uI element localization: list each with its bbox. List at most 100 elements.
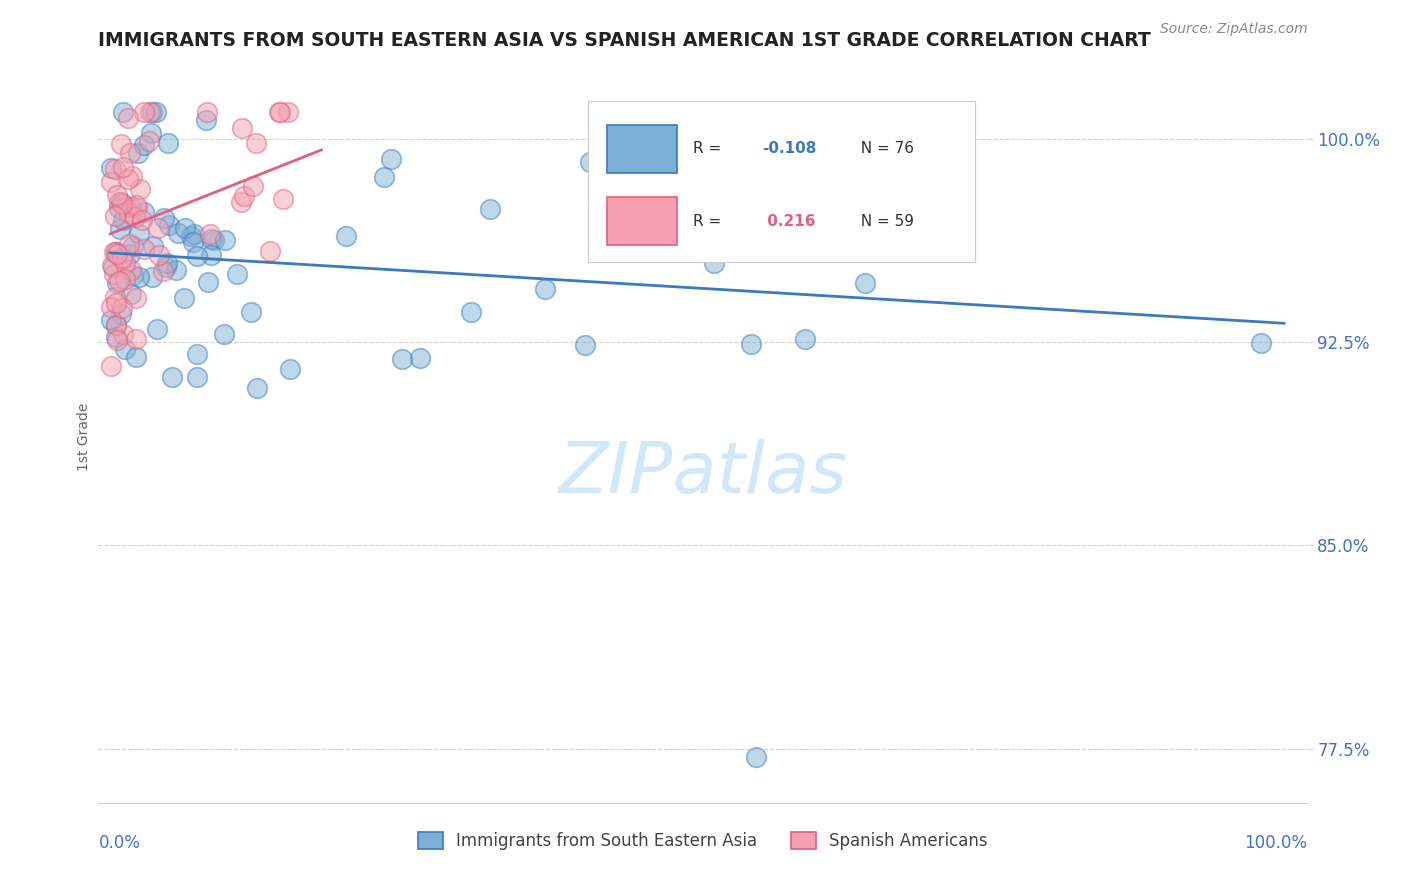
Point xyxy=(111,196,134,211)
Point xyxy=(110,307,132,321)
Point xyxy=(131,212,153,227)
Point xyxy=(114,200,136,214)
Point xyxy=(479,202,502,216)
Point xyxy=(391,351,413,366)
Point xyxy=(195,105,218,120)
Point xyxy=(197,275,219,289)
Point xyxy=(239,305,262,319)
Point xyxy=(104,290,127,304)
Point xyxy=(120,145,142,160)
Text: ZIPatlas: ZIPatlas xyxy=(558,439,848,508)
Point xyxy=(578,155,600,169)
Point xyxy=(232,188,254,202)
Point xyxy=(173,292,195,306)
Point xyxy=(174,221,197,235)
Text: 100.0%: 100.0% xyxy=(1244,834,1308,852)
Point xyxy=(183,227,205,242)
Point xyxy=(108,222,131,236)
Point xyxy=(117,111,139,125)
Point xyxy=(104,244,127,259)
Point xyxy=(110,136,132,151)
Point xyxy=(120,247,142,261)
Point xyxy=(793,332,815,346)
Point xyxy=(139,105,162,120)
Point xyxy=(703,256,725,270)
Point xyxy=(229,194,252,209)
Point xyxy=(141,105,163,120)
Point xyxy=(120,287,142,301)
Point xyxy=(160,370,183,384)
Point xyxy=(124,210,146,224)
Point xyxy=(214,326,236,341)
Point xyxy=(148,248,170,262)
Point xyxy=(231,120,253,135)
Point xyxy=(153,211,176,226)
Point xyxy=(146,221,169,235)
Text: IMMIGRANTS FROM SOUTH EASTERN ASIA VS SPANISH AMERICAN 1ST GRADE CORRELATION CHA: IMMIGRANTS FROM SOUTH EASTERN ASIA VS SP… xyxy=(98,31,1152,50)
Point xyxy=(107,194,129,209)
Point xyxy=(112,212,135,227)
Point xyxy=(745,749,768,764)
Point xyxy=(195,112,218,127)
Point xyxy=(145,105,167,120)
Point xyxy=(335,229,357,244)
Point xyxy=(145,321,167,335)
Point xyxy=(117,172,139,186)
Point xyxy=(278,362,301,376)
Point xyxy=(121,169,143,183)
Legend: Immigrants from South Eastern Asia, Spanish Americans: Immigrants from South Eastern Asia, Span… xyxy=(412,825,994,856)
Point xyxy=(105,247,128,261)
Point xyxy=(104,209,127,223)
Point xyxy=(120,263,142,277)
Point xyxy=(186,370,208,384)
Point xyxy=(246,381,269,395)
Point xyxy=(460,305,482,319)
Point xyxy=(373,169,395,184)
Point xyxy=(242,179,264,194)
Point xyxy=(105,188,128,202)
Point xyxy=(155,260,177,275)
Point xyxy=(1250,336,1272,351)
Point xyxy=(125,202,148,216)
Y-axis label: 1st Grade: 1st Grade xyxy=(77,403,91,471)
Point xyxy=(200,227,222,242)
Point xyxy=(105,333,128,347)
Point xyxy=(156,136,179,151)
Point xyxy=(180,228,202,243)
Point xyxy=(167,227,190,241)
Point xyxy=(125,198,148,212)
Point xyxy=(114,256,136,270)
Point xyxy=(111,301,134,316)
Point xyxy=(100,175,122,189)
Point xyxy=(574,337,596,351)
Point xyxy=(100,359,122,373)
Point xyxy=(269,105,291,120)
Point xyxy=(110,194,132,209)
Point xyxy=(277,105,299,120)
Point xyxy=(186,346,208,360)
Point xyxy=(134,242,156,256)
Point xyxy=(125,332,148,346)
Point xyxy=(108,202,131,216)
Point xyxy=(101,258,124,272)
Point xyxy=(108,274,131,288)
Point xyxy=(104,295,127,310)
Point xyxy=(112,105,135,120)
Point xyxy=(104,318,127,332)
Point xyxy=(139,126,162,140)
Point xyxy=(111,251,134,265)
Point xyxy=(823,194,845,208)
Point xyxy=(165,262,187,277)
Point xyxy=(273,192,295,206)
Point xyxy=(225,267,247,281)
Point xyxy=(409,351,432,365)
Point xyxy=(157,218,180,232)
Point xyxy=(114,272,136,286)
Point xyxy=(100,161,122,175)
Point xyxy=(134,204,156,219)
Point xyxy=(152,263,174,277)
Point xyxy=(200,248,222,262)
Point xyxy=(104,318,127,332)
Point xyxy=(120,200,142,214)
Point xyxy=(104,330,127,344)
